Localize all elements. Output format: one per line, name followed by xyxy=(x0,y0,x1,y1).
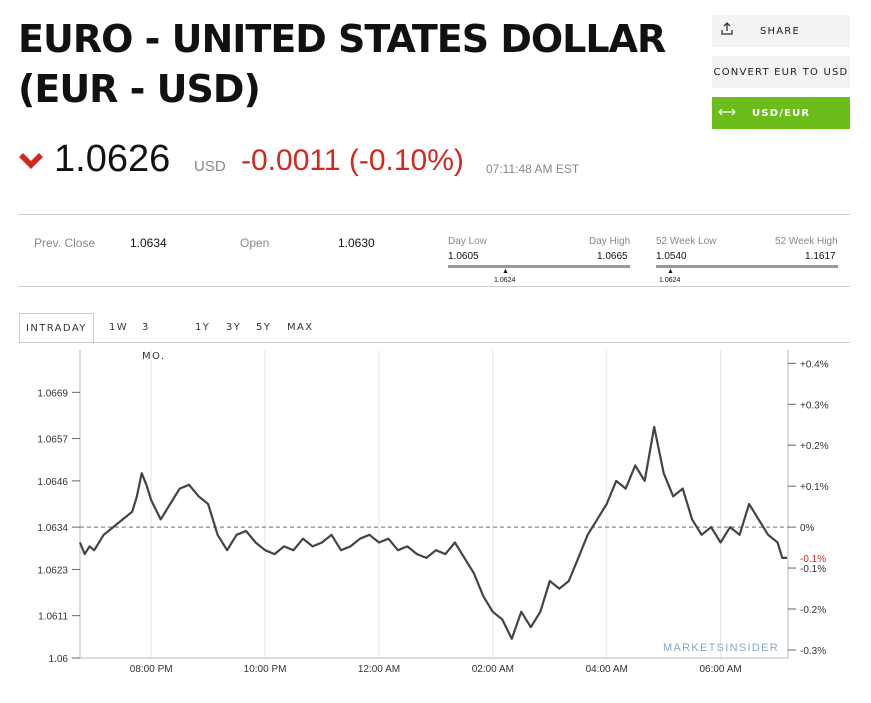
title-line-1: EURO - UNITED STATES DOLLAR xyxy=(18,17,666,61)
share-label: SHARE xyxy=(760,25,800,37)
tab-1y[interactable]: 1Y xyxy=(195,322,211,333)
price: 1.0626 xyxy=(54,138,171,180)
price-change: -0.0011 (-0.10%) xyxy=(241,144,464,177)
y2-tick-label: -0.2% xyxy=(800,605,826,616)
y-tick-label: 1.0611 xyxy=(38,612,68,623)
prev-close-value: 1.0634 xyxy=(130,236,167,250)
day-low-value: 1.0605 xyxy=(448,251,479,262)
tab-3mo[interactable]: 3 MO. xyxy=(142,322,166,362)
tab-3y[interactable]: 3Y xyxy=(226,322,242,333)
share-icon xyxy=(712,22,742,40)
y2-tick-label: 0% xyxy=(800,523,815,534)
y2-tick-label: +0.1% xyxy=(800,482,829,493)
wk52-low-value: 1.0540 xyxy=(656,251,687,262)
wk52-range-marker: ▲ xyxy=(667,268,674,275)
wk52-range-bar xyxy=(656,265,838,268)
day-range-bar xyxy=(448,265,630,268)
tab-5y[interactable]: 5Y xyxy=(256,322,272,333)
quote-row: 1.0626 USD -0.0011 (-0.10%) 07:11:48 AM … xyxy=(18,138,718,188)
tab-max[interactable]: MAX xyxy=(287,322,314,333)
current-percent-label: -0.1% xyxy=(800,554,826,565)
x-tick-label: 08:00 PM xyxy=(130,664,173,675)
divider xyxy=(18,286,850,287)
day-low-label: Day Low xyxy=(448,236,487,247)
x-tick-label: 10:00 PM xyxy=(244,664,287,675)
title-line-2: (EUR - USD) xyxy=(18,67,261,111)
intraday-chart[interactable]: 08:00 PM 10:00 PM 12:00 AM 02:00 AM 04:00 AM… xyxy=(0,340,871,685)
y-tick-label: 1.0623 xyxy=(37,565,68,576)
y2-tick-label: +0.4% xyxy=(800,359,829,370)
quote-time: 07:11:48 AM EST xyxy=(486,162,580,176)
day-high-value: 1.0665 xyxy=(597,251,628,262)
page-title: EURO - UNITED STATES DOLLAR (EUR - USD) xyxy=(18,14,698,114)
y2-tick-label: +0.3% xyxy=(800,400,829,411)
day-range-current: 1.0624 xyxy=(494,277,516,284)
price-series-line xyxy=(78,425,788,640)
tab-intraday[interactable]: INTRADAY xyxy=(19,313,94,344)
x-tick-label: 02:00 AM xyxy=(472,664,514,675)
share-button[interactable]: SHARE xyxy=(712,15,850,47)
convert-button[interactable]: CONVERT EUR TO USD xyxy=(712,56,850,88)
y-tick-label: 1.0634 xyxy=(37,523,68,534)
y-tick-label: 1.06 xyxy=(49,654,69,665)
y2-tick-label: +0.2% xyxy=(800,441,829,452)
divider xyxy=(18,214,850,215)
day-range-marker: ▲ xyxy=(502,268,509,275)
down-chevron-icon xyxy=(18,151,44,176)
pair-label: USD/EUR xyxy=(752,107,811,119)
brand-watermark: MARKETSINSIDER xyxy=(663,642,779,654)
wk52-high-value: 1.1617 xyxy=(805,251,836,262)
pair-switch-button[interactable]: USD/EUR xyxy=(712,97,850,129)
wk52-high-label: 52 Week High xyxy=(775,236,838,247)
x-tick-label: 04:00 AM xyxy=(586,664,628,675)
x-tick-label: 12:00 AM xyxy=(358,664,400,675)
y2-tick-label: -0.1% xyxy=(800,564,826,575)
open-value: 1.0630 xyxy=(338,236,375,250)
prev-close-label: Prev. Close xyxy=(34,236,96,250)
wk52-range-current: 1.0624 xyxy=(659,277,681,284)
wk52-low-label: 52 Week Low xyxy=(656,236,717,247)
tab-1w[interactable]: 1W xyxy=(109,322,129,333)
y-tick-label: 1.0669 xyxy=(37,388,68,399)
x-tick-label: 06:00 AM xyxy=(699,664,741,675)
y-tick-label: 1.0646 xyxy=(37,477,68,488)
open-label: Open xyxy=(240,236,270,250)
currency: USD xyxy=(194,158,226,175)
swap-arrows-icon xyxy=(712,106,742,121)
y2-tick-label: -0.3% xyxy=(800,646,826,657)
day-high-label: Day High xyxy=(589,236,631,247)
convert-label: CONVERT EUR TO USD xyxy=(713,66,849,78)
y-tick-label: 1.0657 xyxy=(37,435,68,446)
tabs-divider xyxy=(19,342,850,343)
